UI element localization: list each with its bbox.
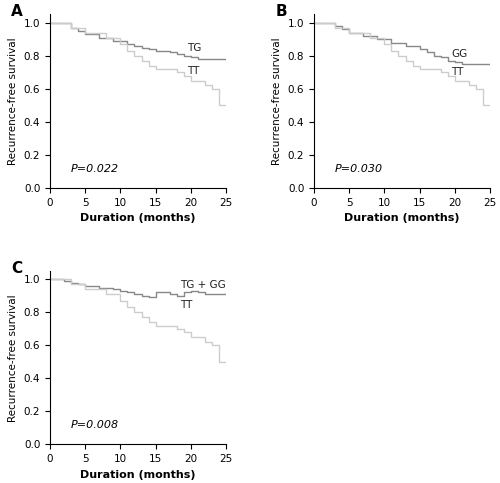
Text: C: C [12,261,22,276]
Text: P=0.030: P=0.030 [335,164,383,174]
Text: GG: GG [452,49,468,59]
Text: TG + GG: TG + GG [180,280,226,290]
X-axis label: Duration (months): Duration (months) [344,213,460,223]
Y-axis label: Recurrence-free survival: Recurrence-free survival [8,294,18,422]
Y-axis label: Recurrence-free survival: Recurrence-free survival [8,37,18,165]
Text: TT: TT [452,67,464,77]
Text: A: A [12,4,23,19]
Text: TG: TG [188,43,202,53]
Text: TT: TT [180,300,192,310]
Text: TT: TT [188,66,200,76]
X-axis label: Duration (months): Duration (months) [80,469,196,480]
Text: B: B [276,4,287,19]
Y-axis label: Recurrence-free survival: Recurrence-free survival [272,37,282,165]
Text: P=0.008: P=0.008 [71,421,119,430]
X-axis label: Duration (months): Duration (months) [80,213,196,223]
Text: P=0.022: P=0.022 [71,164,119,174]
